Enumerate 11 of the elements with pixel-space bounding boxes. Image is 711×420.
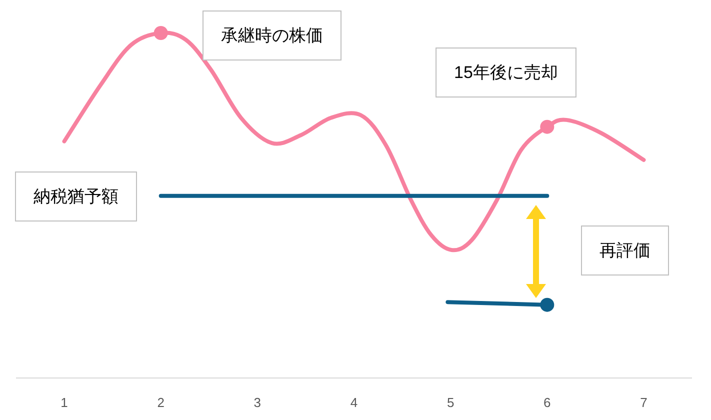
annotation: 承継時の株価 bbox=[221, 26, 323, 45]
annotation: 納税猶予額 bbox=[34, 187, 118, 206]
x-tick-label: 4 bbox=[350, 395, 358, 410]
x-tick-label: 5 bbox=[446, 395, 454, 410]
annotation: 15年後に売却 bbox=[454, 63, 558, 82]
x-tick-label: 3 bbox=[254, 395, 262, 410]
x-tick-label: 1 bbox=[60, 395, 68, 410]
x-tick-label: 2 bbox=[157, 395, 164, 410]
annotation: 再評価 bbox=[600, 241, 650, 260]
x-tick-label: 7 bbox=[640, 395, 648, 410]
x-tick-label: 6 bbox=[544, 395, 551, 410]
